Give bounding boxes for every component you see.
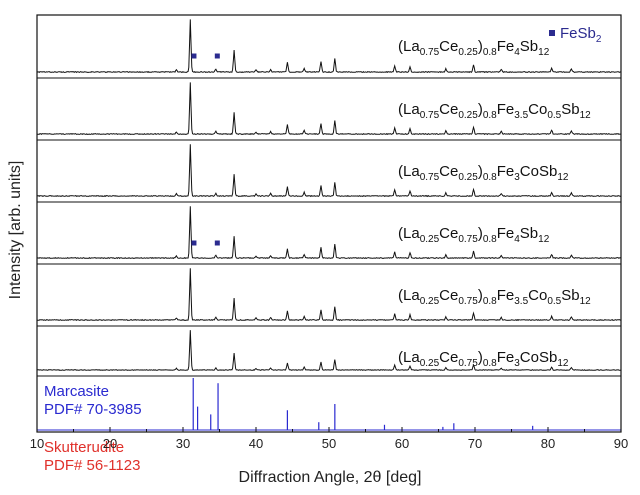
x-axis-label: Diffraction Angle, 2θ [deg] [239,469,422,486]
ref-pdf: PDF# 70-3985 [44,401,142,418]
series-line-2 [36,82,622,136]
fesb2-marker [214,240,220,246]
legend-marker [549,30,555,36]
series-line-6 [36,330,622,371]
x-tick-label: 80 [541,436,555,451]
x-tick-label: 60 [395,436,409,451]
series-label-3: (La0.75Ce0.25)0.8Fe3CoSb12 [398,163,569,183]
legend: FeSb2 [549,25,602,45]
ref-name: Skutterudite [44,439,124,456]
legend-label: FeSb2 [560,25,602,45]
fesb2-marker [191,240,197,246]
series-line-1 [36,19,622,74]
series-line-5 [36,268,621,322]
series-label-2: (La0.75Ce0.25)0.8Fe3.5Co0.5Sb12 [398,101,591,121]
x-tick-label: 70 [468,436,482,451]
x-tick-label: 50 [322,436,336,451]
fesb2-marker [214,53,220,59]
series-label-1: (La0.75Ce0.25)0.8Fe4Sb12 [398,38,550,58]
legend-label-subscript: 2 [596,34,602,45]
y-axis-label: Intensity [arb. units] [7,161,24,300]
x-tick-label: 90 [614,436,628,451]
fesb2-marker [191,53,197,59]
series-line-4 [36,206,622,260]
x-tick-label: 40 [249,436,263,451]
x-tick-label: 10 [30,436,44,451]
x-tick-label: 20 [103,436,117,451]
series-label-6: (La0.25Ce0.75)0.8Fe3CoSb12 [398,349,569,369]
series-label-5: (La0.25Ce0.75)0.8Fe3.5Co0.5Sb12 [398,287,591,307]
series-label-4: (La0.25Ce0.75)0.8Fe4Sb12 [398,225,550,245]
x-tick-label: 30 [176,436,190,451]
x-axis: 10 20 30 40 50 60 70 80 90 [30,427,628,451]
ref-name: Marcasite [44,383,109,400]
pattern-panels: (La0.75Ce0.25)0.8Fe4Sb12 (La0.75Ce0.25)0.… [36,19,622,371]
ref-pdf: PDF# 56-1123 [44,457,140,474]
series-line-3 [36,144,622,198]
